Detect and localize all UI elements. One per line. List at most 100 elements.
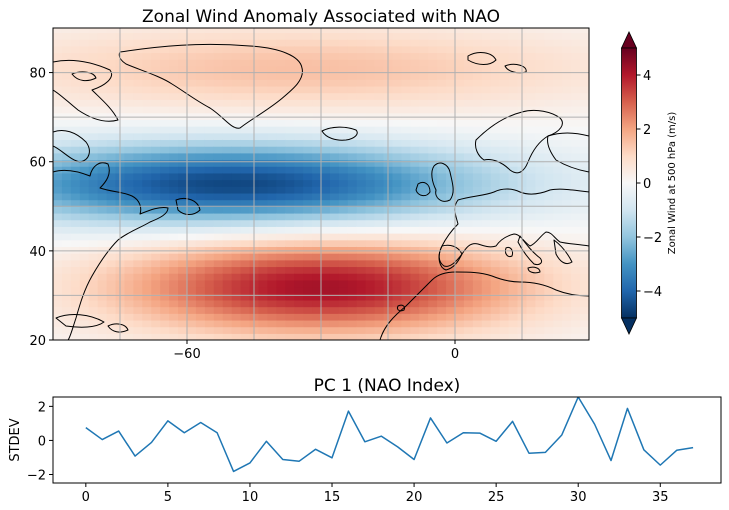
heatmap-cell [338,212,349,221]
heatmap-cell [258,319,268,328]
heatmap-cell [490,85,501,94]
heatmap-cell [526,266,536,274]
heatmap-cell [338,28,349,34]
heatmap-cell [312,266,322,274]
heatmap-cell [338,132,349,141]
heatmap-cell [463,28,474,34]
heatmap-cell [79,119,90,127]
heatmap-cell [97,79,108,87]
heatmap-cell [231,28,242,34]
heatmap-cell [142,65,152,74]
heatmap-cell [70,146,81,154]
heatmap-cell [347,159,358,167]
heatmap-cell [321,99,331,107]
heatmap-cell [410,239,420,247]
heatmap-cell [544,273,554,281]
heatmap-cell [178,306,188,314]
heatmap-cell [365,273,376,281]
heatmap-cell [276,139,286,147]
heatmap-cell [365,28,376,34]
heatmap-cell [321,79,331,87]
heatmap-cell [294,92,304,100]
heatmap-cell [508,239,519,247]
heatmap-cell [490,273,501,281]
heatmap-cell [419,253,429,261]
heatmap-cell [222,259,233,268]
heatmap-cell [490,39,501,47]
heatmap-cell [419,106,429,114]
heatmap-cell [88,212,99,221]
heatmap-cell [88,119,99,127]
heatmap-cell [160,32,170,40]
heatmap-cell [151,132,161,141]
heatmap-cell [53,85,63,94]
heatmap-cell [142,286,152,294]
heatmap-cell [88,28,99,34]
heatmap-cell [535,179,545,187]
heatmap-cell [294,106,304,114]
heatmap-cell [53,139,63,147]
heatmap-cell [312,28,322,34]
heatmap-cell [61,306,72,314]
heatmap-cell [276,253,286,261]
heatmap-cell [410,72,420,80]
heatmap-cell [472,293,483,301]
heatmap-cell [571,146,581,154]
heatmap-cell [187,172,197,181]
heatmap-cell [222,126,233,134]
heatmap-cell [258,192,268,201]
heatmap-cell [258,59,268,67]
heatmap-cell [61,39,72,47]
heatmap-cell [553,119,563,127]
heatmap-cell [490,159,501,167]
heatmap-cell [463,92,474,100]
heatmap-cell [53,146,63,154]
heatmap-cell [526,52,536,60]
heatmap-cell [437,299,447,308]
coastline-sicily [527,266,541,274]
heatmap-cell [526,106,536,114]
heatmap-cell [463,233,474,241]
heatmap-cell [347,28,358,34]
coastline-scandinavia [475,109,563,174]
heatmap-cell [178,299,188,308]
heatmap-cell [160,306,170,314]
heatmap-cell [267,286,277,294]
heatmap-cell [294,172,304,181]
heatmap-cell [437,326,447,334]
heatmap-cell [428,326,438,334]
heatmap-cell [365,106,376,114]
heatmap-cell [356,293,367,301]
heatmap-cell [133,79,143,87]
heatmap-cell [571,139,581,147]
heatmap-cell [61,186,72,194]
heatmap-cell [61,293,72,301]
heatmap-cell [106,45,117,54]
heatmap-cell [571,28,581,34]
heatmap-cell [240,28,251,34]
heatmap-cell [321,159,331,167]
heatmap-cell [544,99,554,107]
heatmap-cell [481,132,492,141]
heatmap-cell [374,132,385,141]
heatmap-cell [401,192,411,201]
heatmap-cell [106,306,117,314]
heatmap-cell [169,85,179,94]
heatmap-cell [490,166,501,174]
heatmap-cell [544,146,554,154]
heatmap-cell [481,28,492,34]
heatmap-cell [303,79,313,87]
heatmap-cell [213,59,224,67]
heatmap-cell [508,313,519,321]
heatmap-cell [347,45,358,54]
heatmap-cell [61,99,72,107]
heatmap-cell [222,139,233,147]
heatmap-cell [490,306,501,314]
heatmap-cell [571,333,581,340]
heatmap-cell [70,99,81,107]
heatmap-cell [526,146,536,154]
heatmap-cell [490,253,501,261]
heatmap-cell [285,45,295,54]
heatmap-cell [88,126,99,134]
coastline-finland [547,132,589,173]
